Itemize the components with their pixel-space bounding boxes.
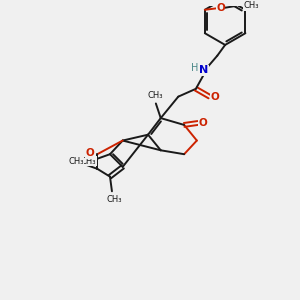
Text: O: O bbox=[198, 118, 207, 128]
Text: CH₃: CH₃ bbox=[147, 91, 163, 100]
Text: CH₃: CH₃ bbox=[106, 195, 122, 204]
Text: CH₃: CH₃ bbox=[81, 157, 96, 166]
Text: CH₃: CH₃ bbox=[68, 157, 84, 166]
Text: O: O bbox=[216, 3, 225, 13]
Text: O: O bbox=[85, 148, 94, 158]
Text: N: N bbox=[199, 65, 208, 75]
Text: O: O bbox=[210, 92, 219, 102]
Text: CH₃: CH₃ bbox=[244, 2, 260, 10]
Text: H: H bbox=[191, 63, 199, 73]
